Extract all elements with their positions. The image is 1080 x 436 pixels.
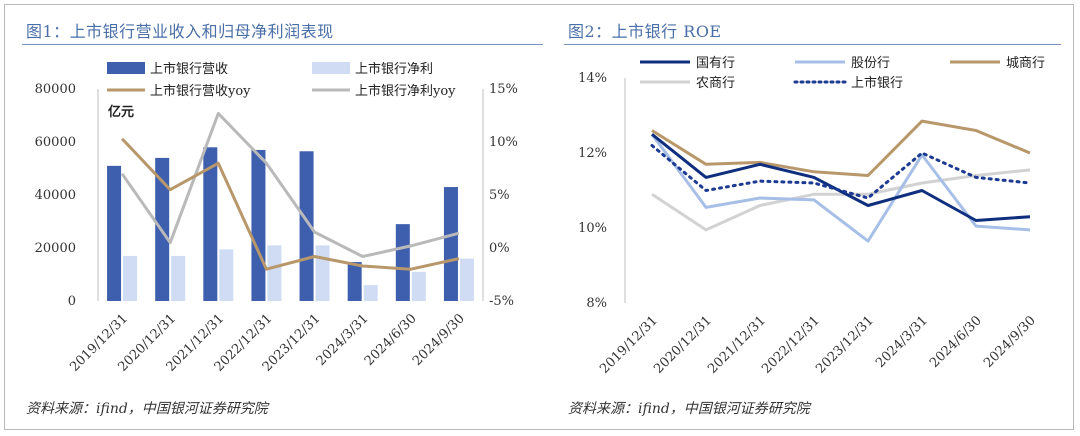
- right-title-rule: [564, 44, 1061, 45]
- line-profit-yoy: [120, 111, 460, 258]
- x-tick-label: 2024/9/30: [981, 313, 1039, 371]
- y-tick-label: 14%: [578, 71, 607, 86]
- y-tick-label: 40000: [35, 188, 76, 203]
- y-tick-label: 12%: [578, 146, 607, 161]
- legend-label-revenue: 上市银行营收: [150, 61, 228, 77]
- bar-profit: [171, 255, 186, 301]
- bar-revenue: [251, 149, 266, 301]
- bar-profit: [123, 255, 138, 301]
- bar-profit: [315, 245, 330, 301]
- left-title-rule: [22, 44, 543, 45]
- bar-profit: [411, 271, 426, 301]
- bar-revenue: [443, 187, 458, 301]
- x-tick-label: 2024/3/31: [873, 313, 931, 371]
- y-tick-label: 10%: [578, 221, 607, 236]
- y2-tick-label: 0%: [489, 241, 510, 256]
- legend-label-all: 上市银行: [851, 75, 903, 91]
- unit-label: 亿元: [108, 104, 134, 120]
- legend-label-profit-yoy: 上市银行净利yoy: [355, 83, 456, 99]
- line-all: [650, 144, 1032, 200]
- right-source-note: 资料来源：ifind，中国银河证券研究院: [568, 401, 810, 417]
- y2-tick-label: 15%: [489, 82, 518, 97]
- y2-tick-label: 5%: [489, 188, 510, 203]
- legend-label-joint: 股份行: [851, 56, 890, 71]
- bar-revenue: [107, 165, 122, 301]
- legend-label-profit: 上市银行净利: [355, 61, 433, 77]
- bar-profit: [363, 285, 378, 301]
- bar-profit: [219, 249, 234, 301]
- x-tick-label: 2023/12/31: [813, 313, 877, 377]
- legend-label-city: 城商行: [1006, 56, 1045, 71]
- y-tick-label: 0: [68, 294, 76, 309]
- y-tick-label: 20000: [35, 241, 76, 256]
- legend-label-state: 国有行: [696, 56, 735, 71]
- line-city: [651, 119, 1031, 177]
- bar-revenue: [203, 147, 218, 301]
- legend-label-rural: 农商行: [696, 76, 735, 91]
- bar-revenue: [299, 151, 314, 301]
- x-tick-label: 2024/9/30: [410, 311, 468, 369]
- left-panel-title: 图1：上市银行营业收入和归母净利润表现: [26, 22, 334, 41]
- y-tick-label: 60000: [35, 135, 76, 150]
- bar-revenue: [395, 224, 410, 301]
- line-state: [651, 133, 1031, 222]
- legend-swatch-revenue: [107, 62, 145, 74]
- line-joint: [650, 133, 1031, 243]
- y-tick-label: 8%: [586, 296, 607, 311]
- line-revenue-yoy: [121, 137, 460, 271]
- bar-profit: [267, 245, 282, 301]
- figure-frame: [4, 4, 1074, 430]
- x-tick-label: 2024/6/30: [927, 313, 985, 371]
- legend-label-revenue-yoy: 上市银行营收yoy: [150, 83, 251, 99]
- line-rural: [651, 168, 1031, 232]
- left-source-note: 资料来源：ifind，中国银河证券研究院: [26, 401, 268, 417]
- y-tick-label: 80000: [35, 82, 76, 97]
- legend-swatch-profit: [312, 62, 350, 74]
- right-panel-title: 图2：上市银行 ROE: [568, 22, 722, 41]
- bar-profit: [459, 258, 474, 301]
- y2-tick-label: 10%: [489, 135, 518, 150]
- bar-revenue: [347, 262, 362, 301]
- y2-tick-label: -5%: [489, 294, 514, 309]
